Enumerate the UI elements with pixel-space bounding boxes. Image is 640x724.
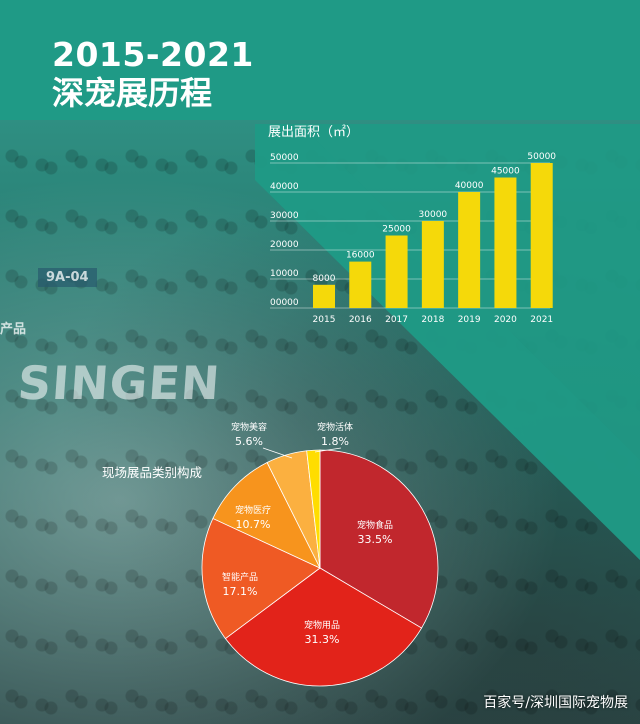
pie-slice-label: 宠物用品: [304, 619, 340, 631]
pie-slice-宠物医疗: [212, 461, 321, 569]
bar-x-tick-label: 2016: [349, 315, 372, 325]
bar-2016: [349, 261, 372, 308]
pie-chart-title: 现场展品类别构成: [102, 465, 203, 480]
bar-x-tick-label: 2017: [385, 315, 408, 325]
source-watermark: 百家号/深圳国际宠物展: [483, 695, 628, 711]
pie-slice-宠物用品: [224, 567, 423, 687]
bar-data-label: 50000: [527, 152, 556, 162]
bar-2020: [494, 177, 517, 308]
bar-y-tick-label: 30000: [270, 211, 299, 221]
pie-leader-line: [262, 447, 293, 459]
bar-2021: [530, 163, 553, 308]
bar-series: [313, 163, 553, 308]
pie-leader-lines: [262, 447, 342, 459]
pie-slices: [201, 449, 439, 687]
bar-x-tick-label: 2015: [313, 315, 336, 325]
bar-x-tick-label: 2020: [494, 315, 517, 325]
pie-slice-宠物活体: [306, 449, 321, 569]
top-band: [0, 0, 640, 124]
bar-2018: [421, 221, 444, 308]
pie-slice-percent: 17.1%: [223, 585, 258, 598]
bar-y-tick-label: 50000: [270, 153, 299, 163]
bar-y-tick-label: 00000: [270, 298, 299, 308]
pie-slice-percent: 1.8%: [321, 435, 349, 448]
pie-slice-percent: 5.6%: [235, 435, 263, 448]
bar-y-tick-label: 40000: [270, 182, 299, 192]
bar-data-label: 40000: [455, 181, 484, 191]
bar-data-label: 45000: [491, 167, 520, 177]
title-years: 2015-2021: [52, 35, 254, 74]
bar-2015: [313, 284, 335, 308]
pie-slice-percent: 31.3%: [305, 633, 340, 646]
bar-data-label: 16000: [346, 251, 375, 261]
bar-x-tick-label: 2021: [530, 315, 553, 325]
pie-slice-label: 宠物美容: [231, 421, 267, 433]
booth-sign: 9A-04: [38, 268, 97, 287]
pie-slice-label: 智能产品: [222, 571, 258, 583]
bar-data-label: 30000: [419, 210, 448, 220]
pie-slice-label: 宠物医疗: [235, 504, 271, 516]
bar-y-tick-label: 10000: [270, 269, 299, 279]
bar-x-tick-label: 2018: [421, 315, 444, 325]
bar-data-label: 25000: [382, 225, 411, 235]
pie-labels: 宠物食品 33.5% 宠物用品 31.3% 智能产品 17.1% 宠物医疗 10.7% 宠物美容…: [222, 421, 393, 646]
pie-slice-percent: 10.7%: [236, 518, 271, 531]
bar-data-labels: 8000 16000 25000 30000 40000 45000 50000: [313, 152, 557, 284]
pie-slice-percent: 33.5%: [358, 533, 393, 546]
product-sign: 产品: [0, 322, 27, 337]
pie-slice-label: 宠物活体: [317, 421, 353, 433]
bar-2019: [458, 192, 481, 308]
bar-chart-title: 展出面积（㎡）: [268, 125, 360, 140]
bar-y-tick-label: 20000: [270, 240, 299, 250]
pie-leader-line: [314, 447, 342, 453]
page-title: 2015-2021 深宠展历程: [52, 35, 254, 112]
bar-2017: [385, 235, 408, 308]
pie-slice-label: 宠物食品: [357, 519, 393, 531]
bar-y-ticks: 00000 10000 20000 30000 40000 50000: [270, 153, 299, 308]
bar-x-ticks: 2015 2016 2017 2018 2019 2020 2021: [313, 315, 554, 325]
pie-slice-宠物食品: [319, 449, 439, 629]
bar-data-label: 8000: [313, 274, 336, 284]
title-name: 深宠展历程: [52, 73, 213, 112]
pie-slice-智能产品: [201, 517, 321, 640]
bar-x-tick-label: 2019: [458, 315, 481, 325]
